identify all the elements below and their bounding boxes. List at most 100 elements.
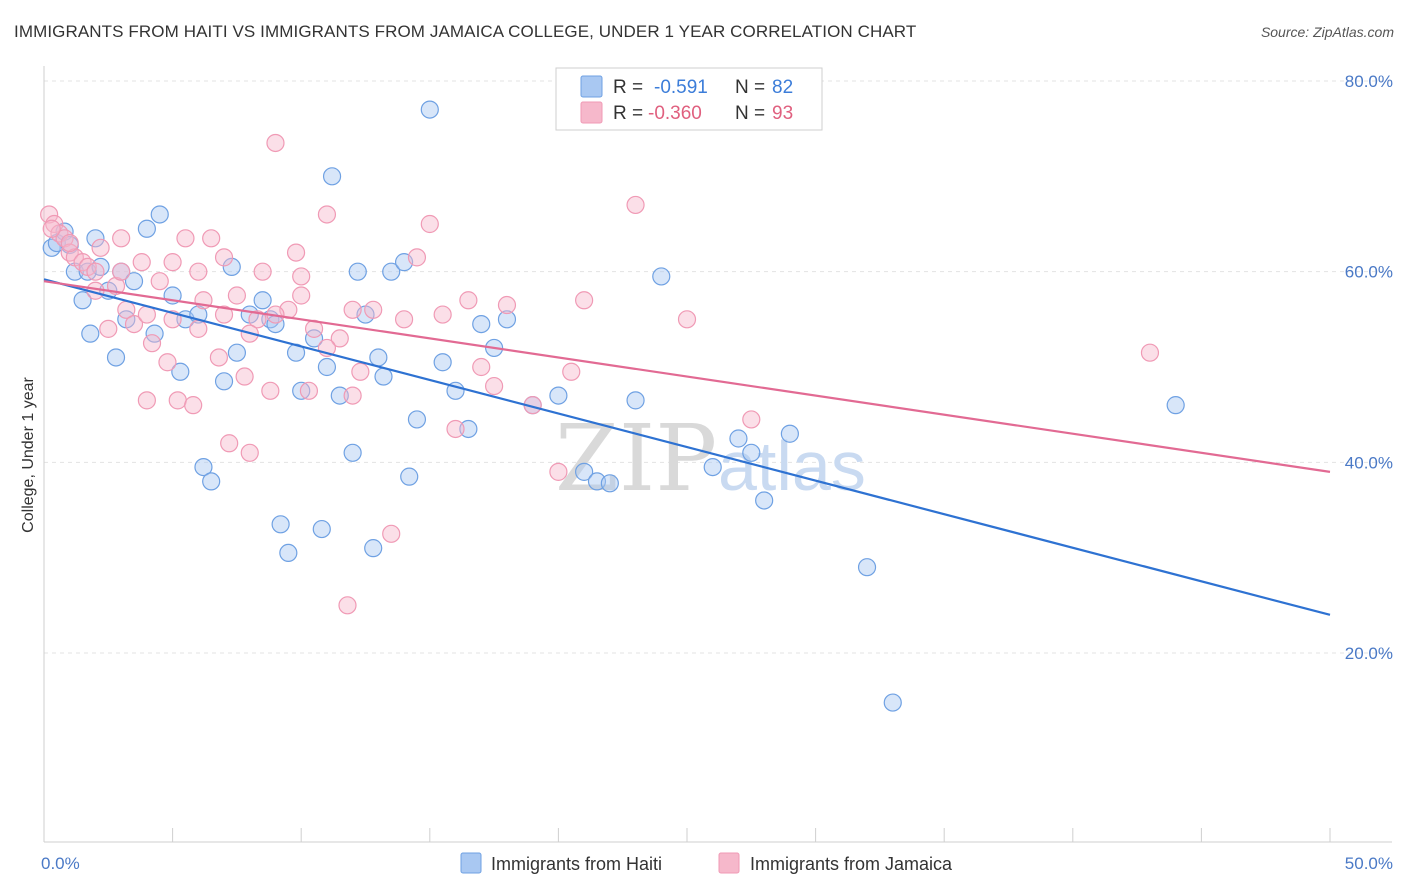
jamaica-trend-line [43, 280, 1331, 473]
jamaica-point [220, 434, 239, 453]
jamaica-point [497, 295, 517, 315]
haiti-point [106, 348, 126, 367]
jamaica-point [209, 348, 228, 367]
haiti-point [304, 329, 324, 348]
haiti-point [271, 515, 290, 534]
trend-lines [43, 278, 1331, 616]
jamaica-point [184, 396, 203, 415]
jamaica-point [137, 391, 156, 410]
haiti-point [374, 367, 393, 386]
jamaica-point [330, 329, 349, 348]
haiti-point [227, 343, 246, 362]
haiti-point [73, 291, 92, 310]
jamaica-point [142, 334, 162, 353]
y-tick-label: 60.0% [1345, 263, 1393, 282]
haiti-point [124, 272, 144, 291]
y-axis-title: College, Under 1 year [20, 377, 37, 533]
jamaica-point [299, 381, 319, 400]
haiti-point [194, 458, 213, 477]
jamaica-point [394, 310, 414, 329]
jamaica-point [472, 357, 491, 377]
jamaica-points [40, 133, 1160, 615]
legend-jamaica-n-value: 93 [772, 103, 793, 124]
haiti-point [202, 472, 221, 491]
haiti-point [420, 100, 439, 119]
jamaica-point [240, 443, 259, 462]
jamaica-point [485, 376, 504, 396]
haiti-point [348, 262, 367, 281]
haiti-point [222, 257, 241, 276]
haiti-point [742, 443, 761, 462]
y-tick-label: 40.0% [1345, 453, 1393, 472]
haiti-point [600, 474, 619, 493]
legend-jamaica-r-value: -0.360 [648, 103, 702, 124]
legend-haiti-n-value: 82 [772, 77, 793, 98]
grid-lines [44, 80, 1392, 654]
legend-bottom: Immigrants from Haiti Immigrants from Ja… [460, 852, 953, 874]
haiti-point [137, 219, 156, 238]
jamaica-point [132, 253, 151, 272]
chart-title: IMMIGRANTS FROM HAITI VS IMMIGRANTS FROM… [14, 22, 917, 41]
jamaica-point [168, 391, 187, 410]
haiti-point [626, 391, 645, 410]
jamaica-point [317, 205, 337, 224]
legend-top: R = -0.591 N = 82 R = -0.360 N = 93 [555, 67, 823, 131]
haiti-point [575, 462, 594, 481]
tick-labels: 20.0% 40.0% 60.0% 80.0% 0.0% 50.0% [41, 72, 1393, 873]
haiti-point [382, 262, 401, 281]
jamaica-point [292, 267, 311, 286]
haiti-point [214, 372, 234, 391]
haiti-point [755, 491, 774, 510]
jamaica-point [248, 310, 267, 329]
jamaica-point [1140, 343, 1160, 362]
haiti-point [343, 443, 362, 462]
haiti-point [780, 424, 799, 443]
haiti-point [652, 267, 671, 286]
jamaica-point [150, 272, 169, 291]
jamaica-point [158, 353, 177, 372]
haiti-point [171, 362, 190, 381]
x-tick-label: 0.0% [41, 854, 80, 873]
jamaica-point [235, 367, 254, 386]
jamaica-point [292, 286, 311, 305]
haiti-point [729, 429, 748, 448]
jamaica-point [266, 133, 285, 153]
jamaica-point [351, 362, 370, 381]
jamaica-point [549, 462, 568, 481]
jamaica-point [459, 291, 478, 310]
jamaica-point [214, 305, 234, 324]
jamaica-point [60, 233, 79, 253]
legend-bottom-jamaica-label: Immigrants from Jamaica [750, 854, 953, 874]
jamaica-point [91, 238, 110, 257]
jamaica-point [112, 229, 131, 248]
legend-jamaica-n-label: N = [735, 103, 765, 124]
jamaica-point [364, 300, 383, 319]
legend-jamaica-swatch [580, 101, 603, 124]
legend-haiti-swatch [580, 75, 603, 98]
haiti-point [459, 419, 478, 439]
haiti-point [433, 353, 452, 372]
haiti-point [150, 205, 169, 224]
haiti-point [253, 291, 272, 310]
haiti-point [312, 519, 331, 539]
jamaica-point [575, 291, 594, 310]
jamaica-point [189, 262, 208, 281]
jamaica-point [420, 214, 439, 234]
jamaica-point [382, 524, 401, 543]
haiti-point [1166, 396, 1185, 415]
jamaica-point [261, 381, 280, 400]
watermark-zip: ZIP [555, 405, 717, 512]
legend-haiti-r-value: -0.591 [654, 77, 708, 98]
chart-source: Source: ZipAtlas.com [1260, 24, 1394, 40]
watermark-atlas: atlas [718, 427, 866, 505]
jamaica-point [163, 253, 182, 272]
haiti-point [317, 357, 337, 377]
y-tick-label: 80.0% [1345, 72, 1393, 91]
jamaica-point [407, 248, 427, 267]
jamaica-point [433, 305, 452, 324]
haiti-point [497, 310, 517, 329]
jamaica-point [343, 386, 362, 405]
jamaica-point [189, 319, 208, 338]
haiti-trend-line [43, 278, 1331, 616]
